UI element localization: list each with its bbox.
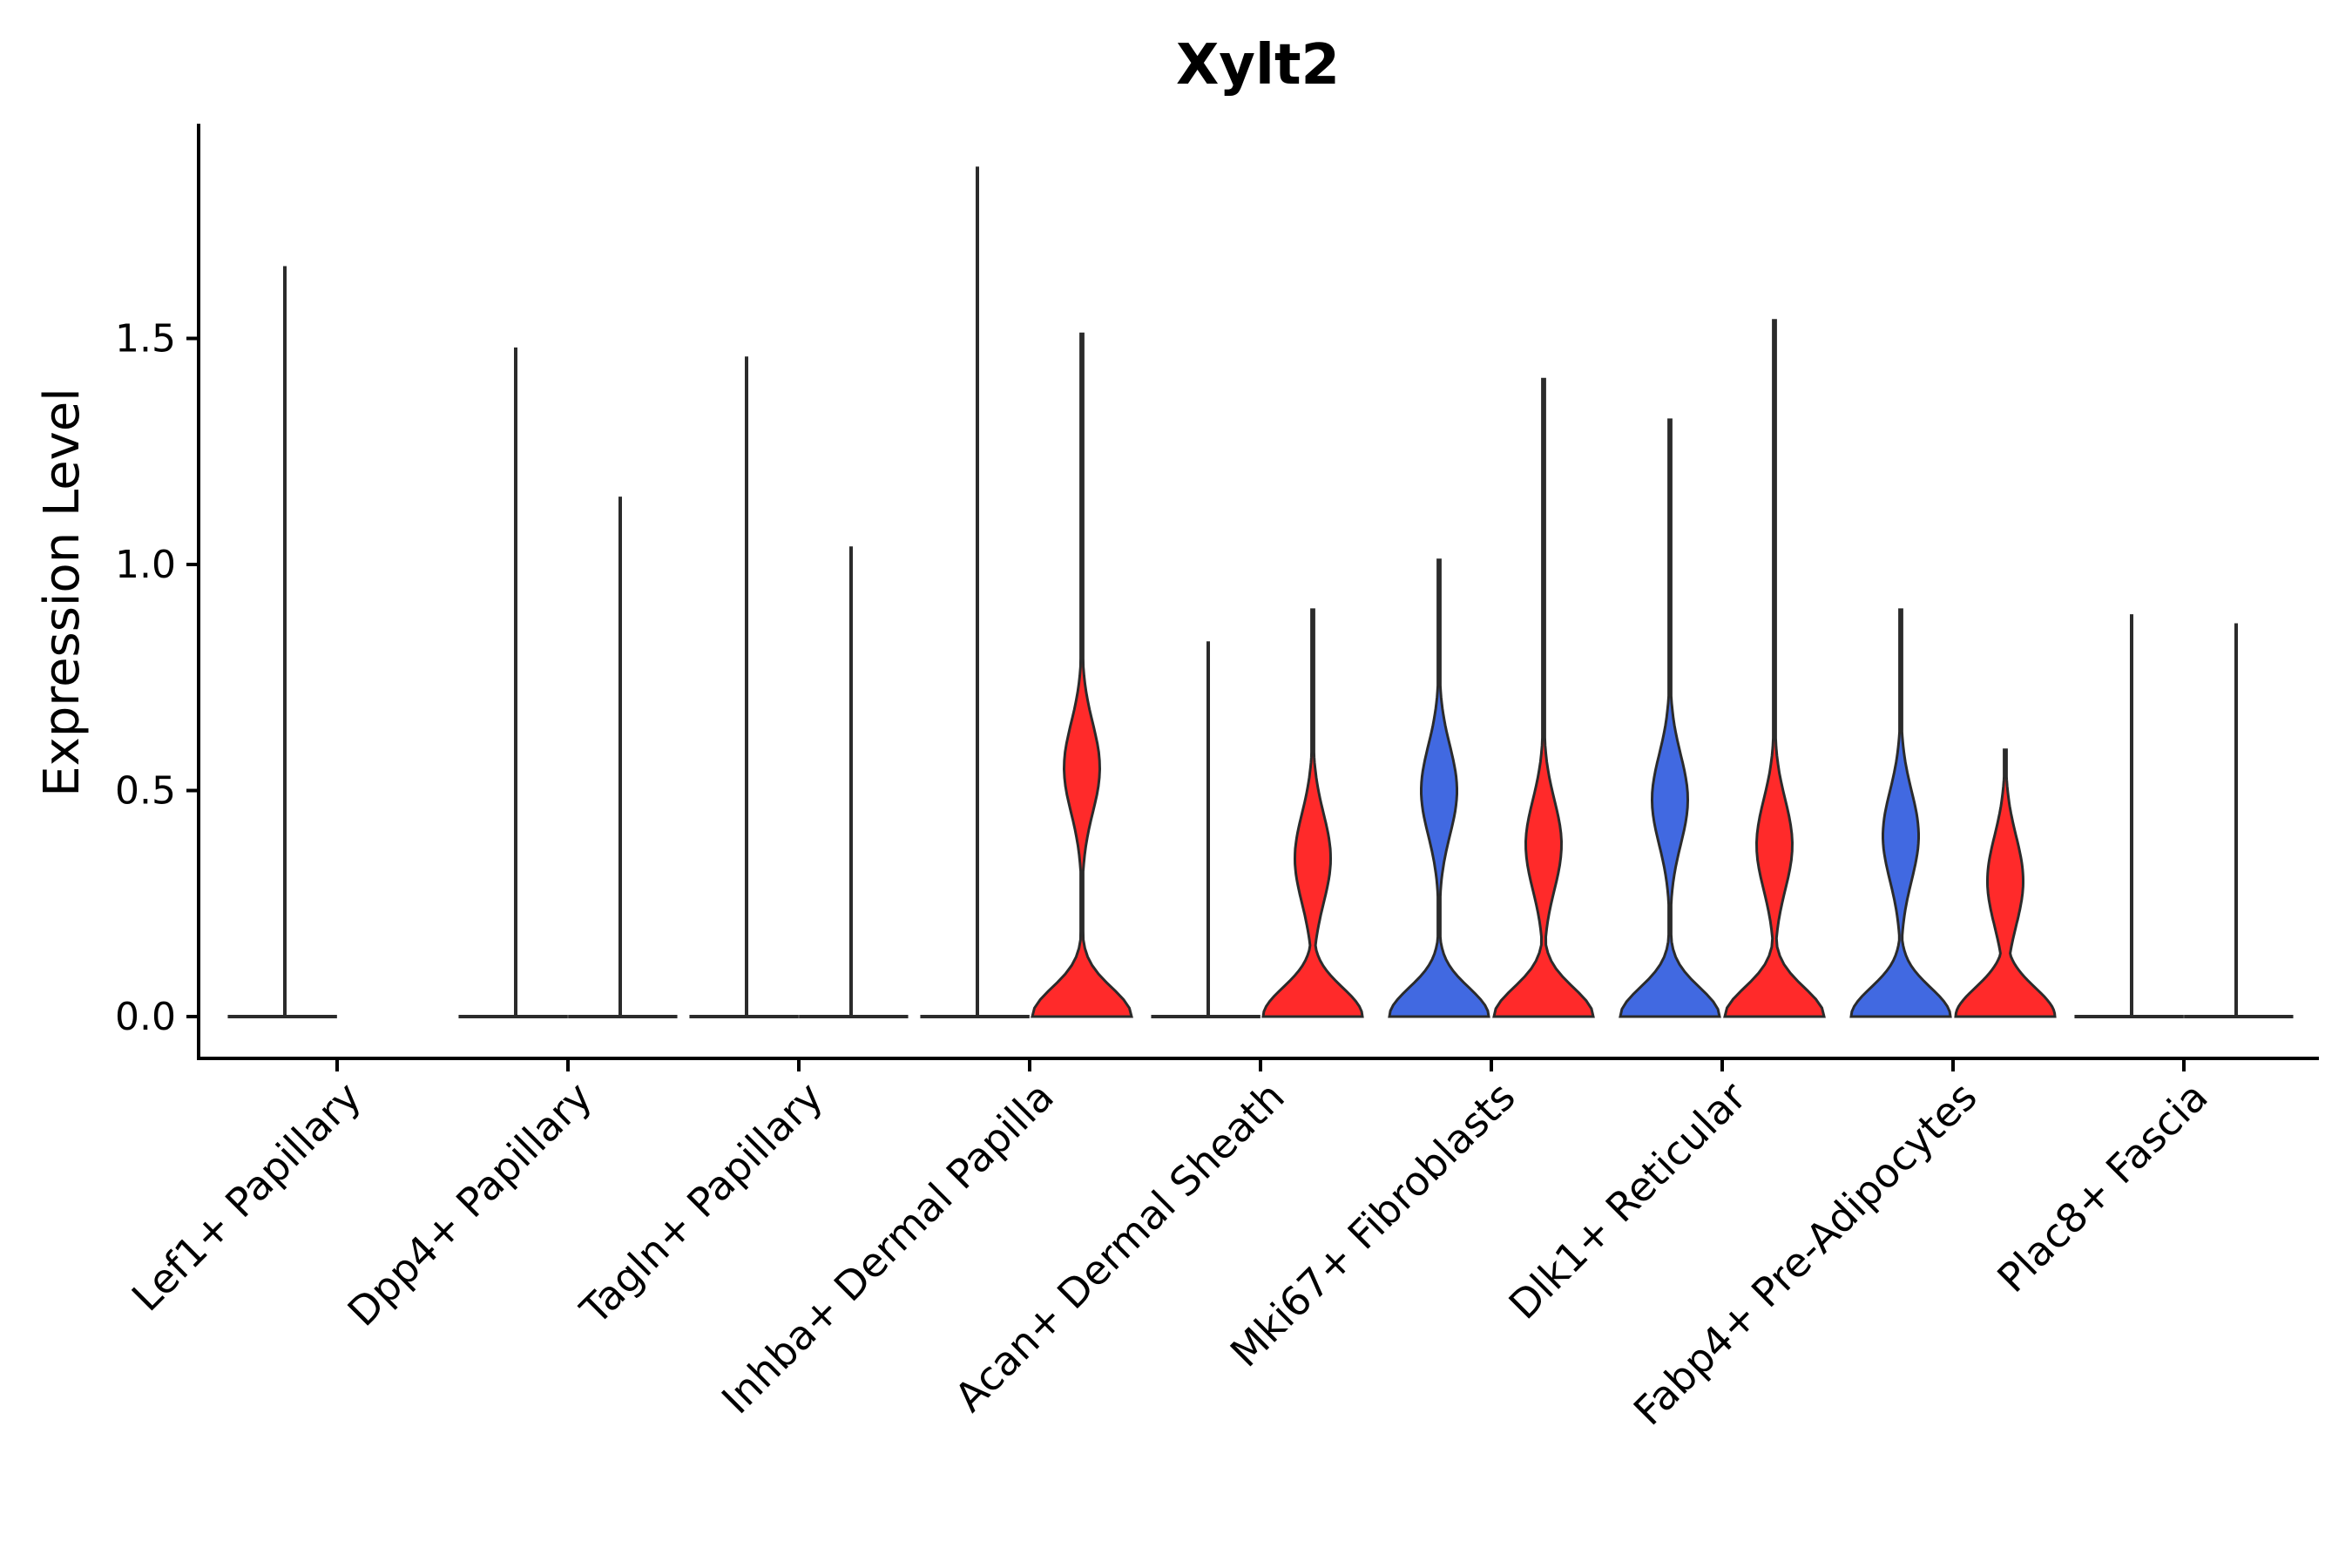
axes-frame [197, 124, 2319, 1060]
y-axis-ticks: 0.0 0.5 1.0 1.5 [115, 317, 199, 1039]
violin-group2 [1031, 332, 1133, 1018]
violin-group1 [1388, 558, 1490, 1018]
x-tick-label: Dpp4+ Papillary [339, 1073, 601, 1335]
chart-title: Xylt2 [1176, 33, 1340, 98]
violin-group2 [1492, 377, 1595, 1018]
x-tick-label: Plac8+ Fascia [1988, 1073, 2216, 1301]
violin-group1 [1849, 608, 1952, 1018]
y-tick-label: 0.5 [115, 769, 176, 814]
y-tick-label: 1.0 [115, 543, 176, 587]
y-axis-label: Expression Level [34, 388, 91, 797]
x-tick-label: Tagln+ Papillary [571, 1073, 832, 1335]
y-tick-label: 1.5 [115, 317, 176, 362]
x-tick-label: Dlk1+ Reticular [1500, 1073, 1755, 1328]
violin-layer [227, 166, 2294, 1018]
violin-group2 [1954, 748, 2057, 1018]
violin-group2 [1723, 319, 1826, 1018]
violin-group2 [1261, 608, 1364, 1018]
y-tick-label: 0.0 [115, 995, 176, 1039]
x-tick-label: Lef1+ Papillary [123, 1073, 370, 1321]
violin-group1 [1619, 418, 1721, 1018]
